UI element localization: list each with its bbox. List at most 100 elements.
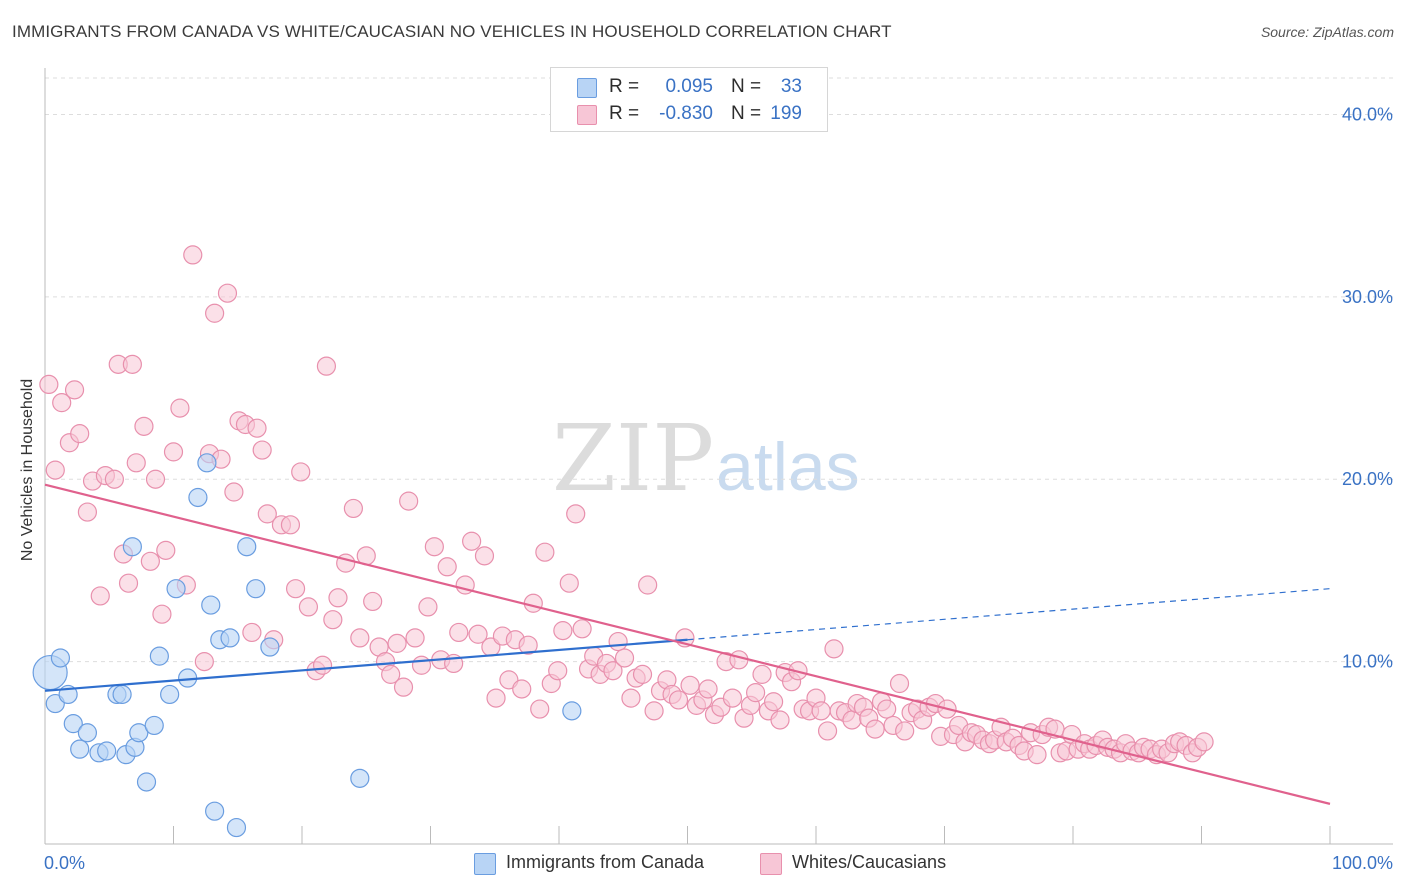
point-whites (280, 515, 301, 535)
series-canada-points (32, 453, 582, 838)
legend-swatch-canada (474, 853, 496, 875)
point-whites (64, 380, 85, 400)
point-whites (134, 416, 154, 436)
point-whites (405, 628, 425, 648)
point-whites (462, 531, 482, 551)
gridlines (45, 77, 1395, 663)
point-whites (343, 498, 363, 519)
point-whites (45, 460, 65, 480)
point-whites (163, 442, 184, 462)
legend-r-value: -0.830 (659, 103, 713, 124)
point-whites (644, 701, 664, 721)
point-whites (638, 575, 658, 595)
point-whites (895, 721, 915, 741)
point-whites (52, 393, 72, 413)
point-whites (298, 597, 319, 617)
point-whites (722, 688, 743, 708)
point-whites (350, 628, 370, 648)
point-canada (246, 579, 266, 599)
point-whites (559, 573, 579, 593)
point-canada (201, 595, 221, 615)
point-canada (197, 453, 217, 473)
point-whites (603, 661, 623, 681)
point-whites (242, 622, 262, 643)
point-whites (183, 245, 203, 265)
y-tick-label: 20.0% (1342, 469, 1393, 489)
point-whites (523, 593, 543, 613)
point-whites (1027, 745, 1047, 765)
point-whites (811, 701, 831, 721)
point-whites (217, 283, 238, 303)
point-canada (122, 537, 142, 557)
point-canada (220, 628, 240, 648)
point-canada (160, 684, 180, 705)
point-whites (824, 639, 844, 659)
point-whites (518, 635, 538, 655)
legend-n-value: 199 (770, 103, 802, 124)
point-whites (877, 699, 897, 719)
point-whites (170, 398, 190, 418)
point-whites (126, 453, 146, 473)
point-whites (865, 719, 885, 739)
point-whites (411, 655, 432, 675)
point-canada (63, 714, 83, 734)
point-whites (566, 504, 586, 524)
point-whites (437, 557, 457, 577)
point-whites (387, 633, 407, 653)
point-canada (205, 801, 225, 821)
point-whites (752, 664, 772, 684)
point-whites (418, 597, 438, 617)
point-whites (328, 588, 348, 608)
point-whites (104, 469, 124, 489)
point-whites (621, 688, 641, 708)
point-canada (226, 817, 247, 838)
legend-n-label: N = (731, 103, 762, 124)
point-whites (77, 502, 98, 522)
point-canada (97, 741, 117, 761)
point-whites (680, 675, 700, 695)
source-credit: Source: ZipAtlas.com (1260, 24, 1394, 40)
point-whites (312, 655, 333, 675)
point-canada (166, 579, 186, 599)
watermark: ZIP atlas (552, 405, 860, 512)
legend-label-canada: Immigrants from Canada (506, 852, 705, 872)
point-canada (112, 684, 132, 705)
point-whites (70, 424, 90, 444)
point-whites (247, 418, 267, 438)
legend-swatch-whites (577, 105, 597, 125)
x-tick-label: 0.0% (44, 853, 85, 873)
trendline-whites (44, 483, 1331, 805)
legend-r-label: R = (609, 103, 640, 124)
point-whites (399, 491, 419, 511)
point-whites (572, 619, 592, 639)
point-whites (39, 374, 59, 394)
watermark-zip: ZIP (552, 405, 714, 512)
point-whites (393, 677, 414, 697)
legend-row-whites: R = -0.830 N = 199 (551, 102, 827, 126)
trendline-canada-dashed (687, 588, 1331, 641)
point-whites (1194, 732, 1214, 752)
y-tick-label: 30.0% (1342, 287, 1393, 307)
legend-r-label: R = (609, 76, 640, 97)
point-whites (817, 721, 838, 741)
point-whites (156, 540, 176, 560)
y-tick-label: 10.0% (1342, 652, 1393, 672)
point-whites (323, 610, 343, 630)
point-whites (608, 631, 628, 652)
point-canada (50, 648, 71, 668)
y-tick-label: 40.0% (1342, 104, 1393, 124)
point-whites (698, 679, 718, 699)
point-whites (746, 683, 766, 703)
point-whites (291, 462, 311, 482)
point-whites (285, 579, 306, 599)
point-whites (468, 624, 488, 644)
stats-legend: R = 0.095 N = 33 R = -0.830 N = 199 (550, 67, 828, 132)
point-canada (260, 637, 280, 657)
point-canada (136, 772, 157, 792)
point-whites (548, 661, 568, 681)
point-canada (129, 723, 149, 743)
point-whites (145, 469, 166, 489)
point-whites (257, 504, 277, 524)
point-whites (122, 354, 142, 374)
point-canada (77, 723, 98, 743)
